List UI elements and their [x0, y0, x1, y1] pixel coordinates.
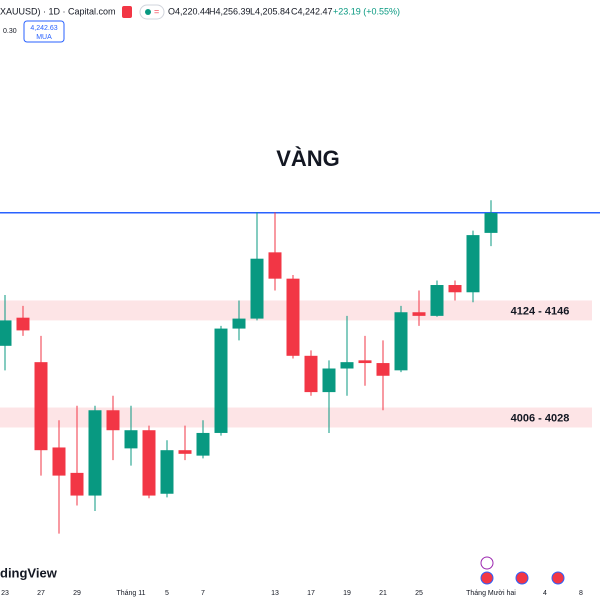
candle-body: [70, 472, 84, 496]
ohlc-close: C4,242.47: [291, 6, 333, 16]
x-tick-label: 27: [37, 590, 45, 597]
candle-body: [142, 430, 156, 496]
candle-body: [34, 362, 48, 451]
chart-title: VÀNG: [276, 146, 340, 171]
x-tick-label: 25: [415, 590, 423, 597]
candle-body: [16, 317, 30, 331]
candle-body: [286, 278, 300, 356]
candle-body: [124, 430, 138, 449]
candle-body: [52, 447, 66, 476]
x-tick-label: Tháng Mười hai: [466, 590, 516, 597]
candle-body: [304, 355, 318, 393]
candle-body: [340, 362, 354, 369]
candle-body: [322, 368, 336, 393]
x-tick-label: 13: [271, 590, 279, 597]
candle-body: [0, 320, 12, 346]
candles: [0, 200, 498, 534]
x-tick-label: 4: [543, 590, 547, 597]
candle-body: [376, 363, 390, 376]
toggle-eq: =: [154, 6, 159, 16]
ohlc-open: O4,220.44: [168, 6, 210, 16]
x-tick-label: 5: [165, 590, 169, 597]
x-tick-label: 17: [307, 590, 315, 597]
flag-event-icon[interactable]: [480, 571, 494, 585]
x-tick-label: Tháng 11: [116, 590, 145, 597]
candle-body: [412, 312, 426, 316]
ohlc-high: H4,256.39: [209, 6, 251, 16]
x-tick-label: 19: [343, 590, 351, 597]
buy-button[interactable]: [23, 20, 65, 43]
candle-body: [250, 258, 264, 319]
candle-body: [448, 285, 462, 293]
candle-body: [196, 432, 210, 456]
candle-body: [358, 360, 372, 364]
logo: dingView: [0, 565, 58, 580]
ohlc-change: +23.19 (+0.55%): [333, 6, 400, 16]
x-tick-label: 8: [579, 590, 583, 597]
candle-body: [178, 450, 192, 454]
zone: [0, 407, 592, 428]
event-icon[interactable]: [480, 556, 494, 570]
zone-label: 4124 - 4146: [511, 305, 570, 317]
candle-body: [160, 450, 174, 494]
x-tick-label: 7: [201, 590, 205, 597]
candle-body: [214, 328, 228, 433]
candle-body: [268, 252, 282, 279]
x-tick-label: 21: [379, 590, 387, 597]
ohlc-low: L4,205.84: [250, 6, 290, 16]
candle-body: [232, 318, 246, 329]
candle-body: [106, 410, 120, 431]
candle-body: [88, 410, 102, 496]
candle-body: [394, 312, 408, 371]
flag-event-icon[interactable]: [515, 571, 529, 585]
candle-body: [484, 212, 498, 233]
toggle-icon[interactable]: [139, 4, 165, 20]
spread: 0.30: [3, 28, 17, 35]
buy-price: 4,242.63: [30, 25, 57, 32]
symbol: XAUUSD) · 1D · Capital.com: [0, 6, 116, 16]
x-tick-label: 23: [1, 590, 9, 597]
buy-label: MUA: [36, 34, 52, 41]
x-tick-label: 29: [73, 590, 81, 597]
candle-body: [466, 235, 480, 293]
flag-icon: [122, 6, 132, 18]
toggle-dot: [145, 9, 151, 15]
candle-body: [430, 285, 444, 316]
flag-event-icon[interactable]: [551, 571, 565, 585]
zone-label: 4006 - 4028: [511, 412, 570, 424]
